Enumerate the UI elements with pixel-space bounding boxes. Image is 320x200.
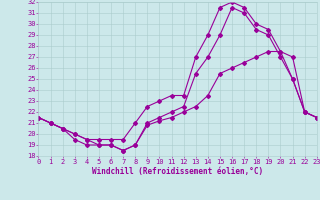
X-axis label: Windchill (Refroidissement éolien,°C): Windchill (Refroidissement éolien,°C)	[92, 167, 263, 176]
